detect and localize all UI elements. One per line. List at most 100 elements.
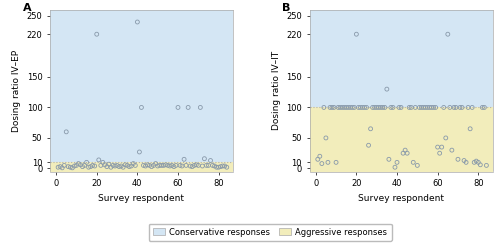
- Point: [393, 160, 401, 164]
- Point: [60, 163, 68, 167]
- Point: [401, 148, 409, 152]
- Point: [72, 163, 80, 167]
- Point: [210, 164, 218, 168]
- Point: [472, 159, 480, 163]
- Point: [364, 143, 372, 147]
- Point: [381, 105, 389, 109]
- Point: [223, 165, 231, 169]
- Point: [190, 163, 198, 167]
- Point: [142, 164, 150, 168]
- Point: [350, 105, 358, 109]
- Point: [206, 159, 214, 162]
- Point: [76, 163, 84, 167]
- Point: [430, 105, 438, 109]
- Point: [320, 105, 328, 109]
- Point: [208, 163, 216, 167]
- Point: [458, 105, 466, 109]
- Point: [218, 164, 226, 168]
- Point: [391, 165, 399, 169]
- Point: [192, 163, 200, 167]
- Point: [198, 164, 206, 168]
- Point: [368, 105, 376, 109]
- Point: [154, 164, 162, 168]
- Point: [220, 164, 228, 168]
- Point: [377, 105, 385, 109]
- Point: [92, 32, 100, 36]
- Point: [318, 162, 326, 166]
- Point: [340, 105, 348, 109]
- Point: [204, 163, 212, 167]
- Point: [54, 165, 62, 169]
- Point: [344, 105, 352, 109]
- Point: [214, 165, 222, 169]
- Point: [442, 136, 450, 140]
- Point: [422, 105, 430, 109]
- Point: [88, 163, 96, 167]
- Point: [432, 105, 440, 109]
- Point: [346, 105, 354, 109]
- Point: [136, 150, 143, 154]
- Point: [456, 105, 464, 109]
- Bar: [50, 162, 233, 171]
- Point: [383, 87, 391, 91]
- Point: [332, 160, 340, 164]
- Bar: [310, 107, 492, 172]
- Y-axis label: Dosing ratio IV–IT: Dosing ratio IV–IT: [272, 51, 280, 130]
- Point: [200, 157, 208, 161]
- Point: [121, 163, 129, 167]
- Point: [342, 105, 350, 109]
- Point: [164, 163, 172, 167]
- Point: [412, 105, 420, 109]
- Point: [182, 163, 190, 167]
- Point: [97, 163, 105, 167]
- Point: [152, 162, 160, 166]
- Point: [446, 105, 454, 109]
- Point: [464, 105, 472, 109]
- Point: [188, 165, 196, 169]
- Point: [119, 165, 127, 169]
- Point: [196, 105, 204, 109]
- Point: [418, 105, 426, 109]
- Point: [78, 165, 86, 169]
- Point: [338, 105, 346, 109]
- Point: [482, 163, 490, 167]
- Point: [103, 165, 111, 169]
- Point: [170, 165, 178, 169]
- Point: [316, 154, 324, 158]
- Point: [348, 105, 356, 109]
- Point: [146, 163, 154, 167]
- Point: [385, 157, 393, 161]
- Point: [95, 158, 103, 162]
- Point: [128, 164, 136, 168]
- Point: [150, 163, 158, 167]
- Point: [397, 105, 405, 109]
- Point: [468, 105, 476, 109]
- Point: [68, 166, 76, 170]
- Point: [414, 163, 422, 167]
- Point: [466, 127, 474, 131]
- Point: [379, 105, 387, 109]
- Point: [426, 105, 434, 109]
- Point: [101, 163, 109, 167]
- Point: [194, 163, 202, 167]
- Point: [454, 157, 462, 161]
- Point: [352, 32, 360, 36]
- Point: [324, 160, 332, 164]
- Point: [125, 165, 133, 169]
- Point: [450, 105, 458, 109]
- Point: [105, 162, 113, 166]
- Text: B: B: [282, 3, 290, 13]
- Point: [478, 105, 486, 109]
- Point: [107, 165, 115, 169]
- Legend: Conservative responses, Aggressive responses: Conservative responses, Aggressive respo…: [148, 223, 392, 241]
- Point: [74, 162, 82, 166]
- Point: [84, 165, 92, 169]
- Point: [212, 165, 220, 169]
- Point: [134, 20, 141, 24]
- Text: A: A: [22, 3, 31, 13]
- Point: [366, 127, 374, 131]
- Point: [370, 105, 378, 109]
- Point: [109, 163, 117, 167]
- Point: [416, 105, 424, 109]
- Point: [474, 160, 482, 164]
